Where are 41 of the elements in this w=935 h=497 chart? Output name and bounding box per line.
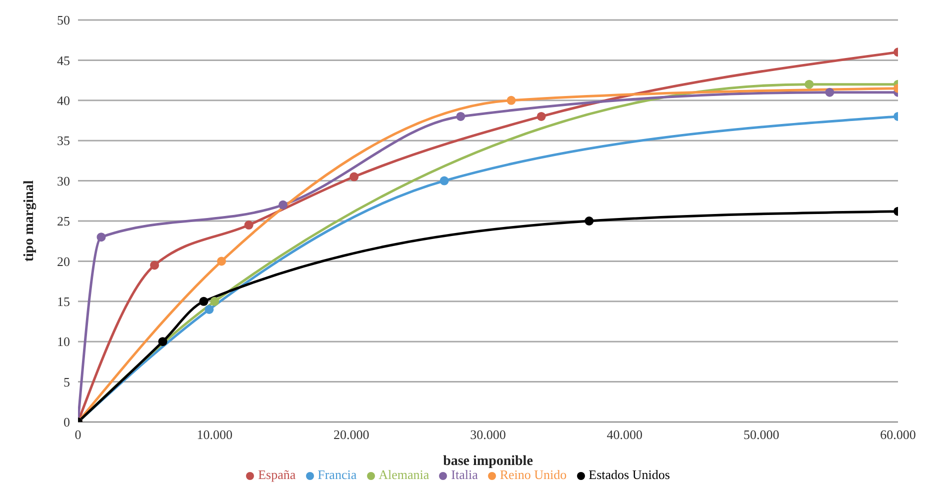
point xyxy=(506,96,516,105)
y-tick-label: 50 xyxy=(57,12,70,28)
y-tick-label: 25 xyxy=(57,214,70,229)
point xyxy=(278,200,288,210)
y-tick-label: 10 xyxy=(57,334,70,350)
legend-label: Estados Unidos xyxy=(588,467,670,482)
point xyxy=(210,296,220,306)
point xyxy=(158,337,168,346)
y-tick-label: 35 xyxy=(57,133,70,148)
point xyxy=(217,256,226,266)
legend-label: Francia xyxy=(318,467,357,482)
point xyxy=(440,176,449,186)
point xyxy=(96,232,106,242)
point xyxy=(150,260,160,270)
x-tick-label: 10.000 xyxy=(196,427,233,442)
x-tick-label: 20.000 xyxy=(333,427,370,442)
legend-label: España xyxy=(258,467,296,482)
legend-label: Reino Unido xyxy=(500,467,567,482)
x-tick-label: 40.000 xyxy=(606,427,643,442)
x-tick-label: 30.000 xyxy=(470,427,506,442)
x-tick-label: 50.000 xyxy=(743,427,780,442)
y-tick-label: 15 xyxy=(57,294,70,310)
legend-label: Alemania xyxy=(378,467,430,482)
x-tick-label: 0 xyxy=(74,427,82,442)
point xyxy=(584,216,594,226)
y-tick-label: 40 xyxy=(57,93,70,108)
point xyxy=(244,220,254,230)
y-tick-label: 45 xyxy=(57,52,70,68)
point xyxy=(456,112,466,121)
legend-label: Italia xyxy=(451,467,478,482)
x-axis-title: base imponible xyxy=(443,454,533,469)
point xyxy=(350,172,359,182)
point xyxy=(199,296,208,306)
y-tick-label: 30 xyxy=(57,173,70,188)
y-tick-label: 5 xyxy=(64,374,70,390)
y-tick-label: 20 xyxy=(57,254,70,269)
y-axis-title: tipo marginal xyxy=(22,180,37,262)
y-tick-label: 0 xyxy=(64,414,70,430)
point xyxy=(536,112,546,121)
x-tick-label: 60.000 xyxy=(880,427,916,442)
point xyxy=(204,304,214,314)
